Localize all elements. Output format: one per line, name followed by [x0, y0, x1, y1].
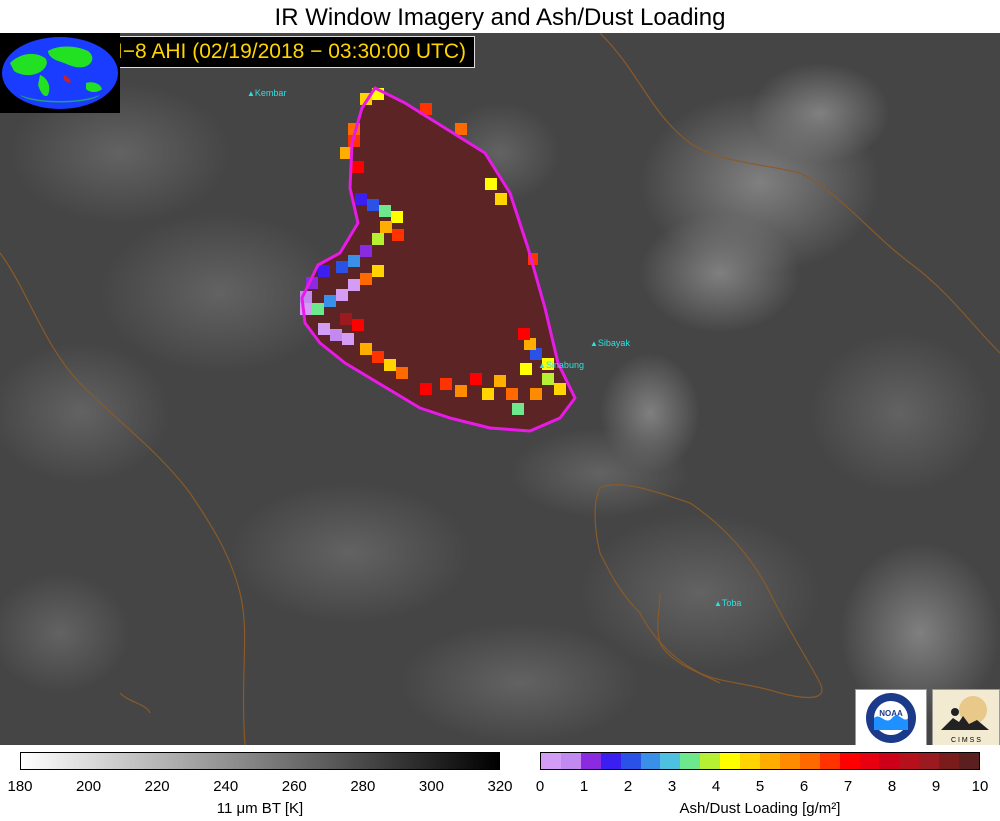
- bt-colorbar-ticks: 180 200 220 240 260 280 300 320: [7, 778, 512, 798]
- ash-colorbar-ticks: 0 1 2 3 4 5 6 7 8 9 10: [536, 778, 989, 798]
- ash-color-swatch: [899, 753, 920, 769]
- ash-tick: 8: [887, 778, 897, 795]
- ash-color-swatch: [580, 753, 601, 769]
- plume-fringe-cells: [300, 88, 566, 415]
- ash-color-swatch: [959, 753, 979, 769]
- satellite-map[interactable]: HIMAWARI−8 AHI (02/19/2018 − 03:30:00 UT…: [0, 33, 1000, 745]
- ash-color-swatch: [740, 753, 760, 769]
- volcano-triangle-icon: ▲: [247, 89, 255, 98]
- cimss-logo: C I M S S: [932, 689, 1000, 745]
- bt-tick: 300: [418, 778, 444, 795]
- svg-text:C I M S S: C I M S S: [951, 737, 981, 744]
- ash-color-swatch: [640, 753, 661, 769]
- volcano-triangle-icon: ▲: [714, 599, 722, 608]
- ash-color-swatch: [859, 753, 880, 769]
- bt-tick: 320: [487, 778, 513, 795]
- ash-color-swatch: [879, 753, 900, 769]
- page-title: IR Window Imagery and Ash/Dust Loading: [274, 4, 726, 31]
- cimss-mountain-icon: [941, 716, 989, 730]
- ash-tick: 6: [799, 778, 809, 795]
- ash-tick: 0: [535, 778, 545, 795]
- volcano-kembar[interactable]: ▲Kembar: [247, 88, 287, 98]
- cloud-texture: [0, 63, 1000, 743]
- ash-colorbar-label: Ash/Dust Loading [g/m²]: [679, 800, 841, 817]
- svg-text:NOAA: NOAA: [879, 709, 903, 718]
- volcano-triangle-icon: ▲: [538, 361, 546, 370]
- ash-color-swatch: [779, 753, 800, 769]
- ash-color-swatch: [720, 753, 741, 769]
- bt-tick: 240: [213, 778, 239, 795]
- ash-tick: 7: [843, 778, 853, 795]
- ash-color-swatch: [700, 753, 721, 769]
- bt-tick: 180: [7, 778, 33, 795]
- ash-color-swatch: [919, 753, 940, 769]
- ash-tick: 2: [623, 778, 633, 795]
- ash-tick: 10: [971, 778, 989, 795]
- bt-tick: 260: [281, 778, 307, 795]
- ash-colorbar: [540, 752, 980, 770]
- ash-color-swatch: [541, 753, 561, 769]
- ash-color-swatch: [939, 753, 960, 769]
- noaa-logo: NOAA: [855, 689, 927, 745]
- ash-tick: 5: [755, 778, 765, 795]
- ash-color-swatch: [819, 753, 840, 769]
- bt-tick: 200: [76, 778, 102, 795]
- volcano-triangle-icon: ▲: [590, 339, 598, 348]
- globe-inset: [0, 33, 120, 113]
- ash-color-swatch: [660, 753, 681, 769]
- ash-color-swatch: [600, 753, 621, 769]
- bt-tick: 280: [350, 778, 376, 795]
- ash-tick: 3: [667, 778, 677, 795]
- volcano-sibayak[interactable]: ▲Sibayak: [590, 338, 630, 348]
- map-canvas: [0, 33, 1000, 745]
- coastlines: [0, 33, 1000, 745]
- ash-color-swatch: [759, 753, 780, 769]
- bt-tick: 220: [144, 778, 170, 795]
- volcano-toba[interactable]: ▲Toba: [714, 598, 742, 608]
- volcano-sinabung[interactable]: ▲Sinabung: [538, 360, 584, 370]
- ash-color-swatch: [839, 753, 860, 769]
- plume-outline[interactable]: [300, 86, 577, 433]
- ash-plume: [300, 86, 577, 433]
- ash-color-swatch: [620, 753, 641, 769]
- ash-tick: 1: [579, 778, 589, 795]
- bt-colorbar-label: 11 μm BT [K]: [216, 800, 304, 817]
- ash-tick: 9: [931, 778, 941, 795]
- ash-color-swatch: [560, 753, 581, 769]
- ash-color-swatch: [680, 753, 701, 769]
- ash-tick: 4: [711, 778, 721, 795]
- bt-colorbar: [20, 752, 500, 770]
- ash-color-swatch: [799, 753, 820, 769]
